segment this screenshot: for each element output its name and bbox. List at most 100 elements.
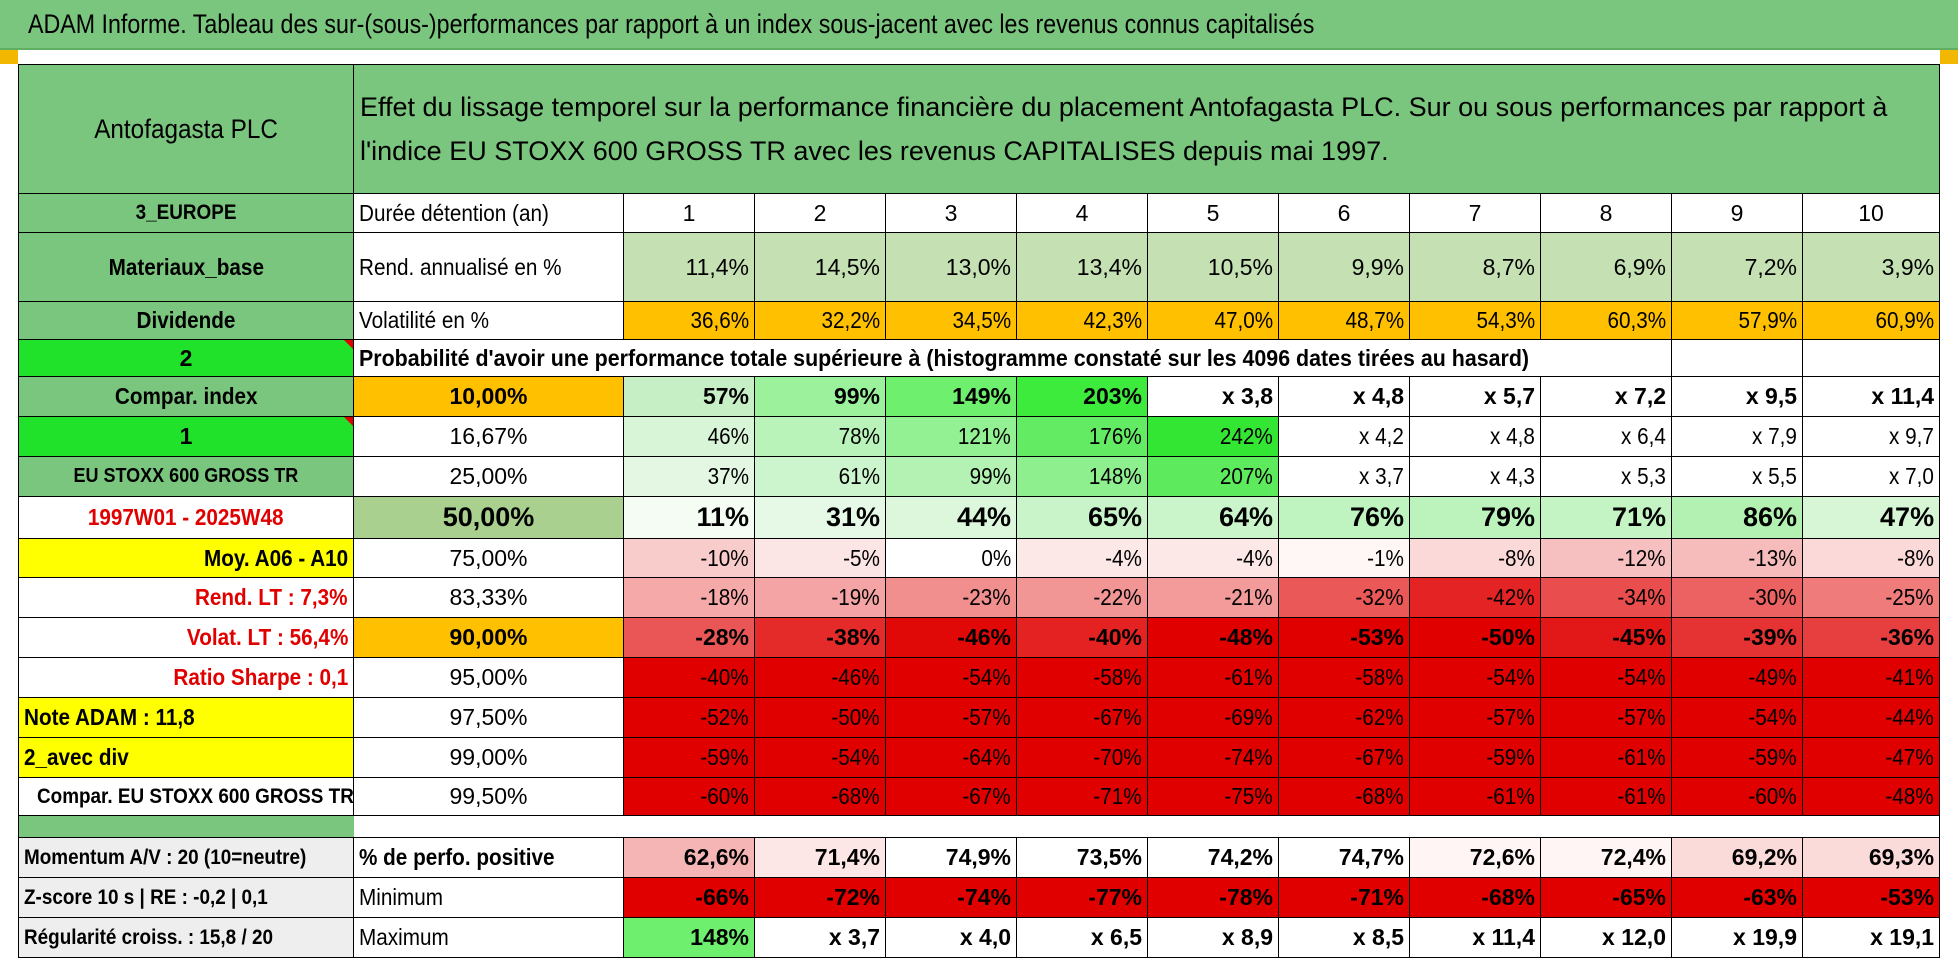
percentile-cell: -8% [1801,538,1941,578]
positive-cell: 69,2% [1671,837,1803,878]
maximum-cell: x 6,5 [1016,917,1148,958]
return-cell: 6,9% [1540,232,1672,302]
maximum-cell: 148% [623,917,755,958]
percentile-cell: -61% [1409,777,1541,816]
percentile-cell: -18% [623,577,755,618]
percentile-row: 2_avec div 99,00% -59% -54% -64% -70% -7… [18,737,1941,778]
selector-1[interactable]: 1 [18,416,354,457]
percentile-cell: -42% [1409,577,1541,618]
percentile-cell: 46% [623,416,755,457]
note-adam-label: Note ADAM : 11,8 [18,697,354,738]
volatility-cell: 32,2% [754,301,886,340]
percentile-cell: -46% [754,657,886,698]
percentile-cell: -41% [1801,657,1941,698]
percentile-label: 99,00% [353,737,624,778]
percentile-cell: -40% [1016,617,1148,658]
percentile-cell: x 5,5 [1671,456,1803,497]
percentile-cell: -59% [623,737,755,778]
spacer-row [18,815,1941,838]
percentile-row: Compar. index 10,00% 57% 99% 149% 203% x… [18,376,1941,417]
percentile-label: 16,67% [353,416,624,457]
corner-marker [1940,50,1958,64]
return-cell: 8,7% [1409,232,1541,302]
percentile-cell: -8% [1409,538,1541,578]
year-cell: 10 [1801,193,1941,233]
positive-cell: 69,3% [1801,837,1941,878]
percentile-cell: 47% [1801,496,1941,539]
percentile-cell: -59% [1409,737,1541,778]
year-cell: 1 [623,193,755,233]
percentile-cell: -61% [1147,657,1279,698]
minimum-cell: -63% [1671,877,1803,918]
minimum-cell: -68% [1409,877,1541,918]
header-row: Antofagasta PLC Effet du lissage tempore… [18,64,1941,194]
index-name-label: EU STOXX 600 GROSS TR [18,456,354,497]
percentile-cell: 99% [885,456,1017,497]
selector-2[interactable]: 2 [18,339,354,377]
percentile-cell: -59% [1671,737,1803,778]
percentile-cell: -69% [1147,697,1279,738]
percentile-cell: -46% [885,617,1017,658]
volatility-cell: 60,9% [1801,301,1941,340]
percentile-cell: -57% [1540,697,1672,738]
percentile-cell: -10% [623,538,755,578]
percentile-cell: -67% [1278,737,1410,778]
positive-cell: 74,2% [1147,837,1279,878]
percentile-row-median: 1997W01 - 2025W48 50,00% 11% 31% 44% 65%… [18,496,1941,539]
zscore-label: Z-score 10 s | RE : -0,2 | 0,1 [18,877,354,918]
minimum-row: Z-score 10 s | RE : -0,2 | 0,1 Minimum -… [18,877,1941,918]
percentile-cell: 76% [1278,496,1410,539]
maximum-cell: x 8,5 [1278,917,1410,958]
minimum-cell: -78% [1147,877,1279,918]
percentile-label: 50,00% [353,496,624,539]
percentile-row: Moy. A06 - A10 75,00% -10% -5% 0% -4% -4… [18,538,1941,578]
percentile-cell: -23% [885,577,1017,618]
stock-name: Antofagasta PLC [18,64,354,194]
percentile-cell: 148% [1016,456,1148,497]
momentum-label: Momentum A/V : 20 (10=neutre) [18,837,354,878]
corner-marker [0,50,18,64]
positive-cell: 62,6% [623,837,755,878]
percentile-cell: -39% [1671,617,1803,658]
probability-caption: Probabilité d'avoir une performance tota… [353,339,1672,377]
minimum-cell: -74% [885,877,1017,918]
percentile-cell: -50% [754,697,886,738]
percentile-cell: -28% [623,617,755,658]
minimum-label: Minimum [353,877,624,918]
return-cell: 7,2% [1671,232,1803,302]
percentile-cell: -74% [1147,737,1279,778]
percentile-cell: -54% [1409,657,1541,698]
percentile-row: Ratio Sharpe : 0,1 95,00% -40% -46% -54%… [18,657,1941,698]
percentile-row: Note ADAM : 11,8 97,50% -52% -50% -57% -… [18,697,1941,738]
percentile-cell: x 3,7 [1278,456,1410,497]
volatility-row: Dividende Volatilité en % 36,6% 32,2% 34… [18,301,1941,340]
percentile-cell: -60% [623,777,755,816]
probability-caption-row: 2 Probabilité d'avoir une performance to… [18,339,1941,377]
dividend-label: Dividende [18,301,354,340]
percentile-cell: -61% [1540,777,1672,816]
percentile-row: EU STOXX 600 GROSS TR 25,00% 37% 61% 99%… [18,456,1941,497]
percentile-label: 75,00% [353,538,624,578]
percentile-cell: 86% [1671,496,1803,539]
percentile-cell: -54% [754,737,886,778]
percentile-cell: 121% [885,416,1017,457]
percentile-label: 95,00% [353,657,624,698]
percentile-cell: 71% [1540,496,1672,539]
period-label: 1997W01 - 2025W48 [18,496,354,539]
percentile-cell: x 9,5 [1671,376,1803,417]
percentile-cell: 149% [885,376,1017,417]
return-label: Rend. annualisé en % [353,232,624,302]
positive-cell: 72,4% [1540,837,1672,878]
percentile-cell: -4% [1016,538,1148,578]
percentile-cell: x 4,3 [1409,456,1541,497]
percentile-cell: x 5,7 [1409,376,1541,417]
year-cell: 5 [1147,193,1279,233]
percentile-label: 83,33% [353,577,624,618]
return-row: Materiaux_base Rend. annualisé en % 11,4… [18,232,1941,302]
percentile-cell: -48% [1801,777,1941,816]
percentile-cell: -21% [1147,577,1279,618]
percentile-cell: -22% [1016,577,1148,618]
percentile-cell: -57% [885,697,1017,738]
year-cell: 4 [1016,193,1148,233]
percentile-cell: 78% [754,416,886,457]
